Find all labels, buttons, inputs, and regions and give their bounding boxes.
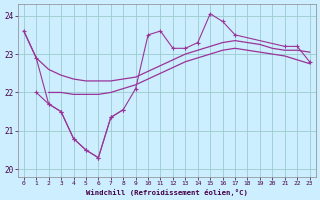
X-axis label: Windchill (Refroidissement éolien,°C): Windchill (Refroidissement éolien,°C) [86, 189, 248, 196]
